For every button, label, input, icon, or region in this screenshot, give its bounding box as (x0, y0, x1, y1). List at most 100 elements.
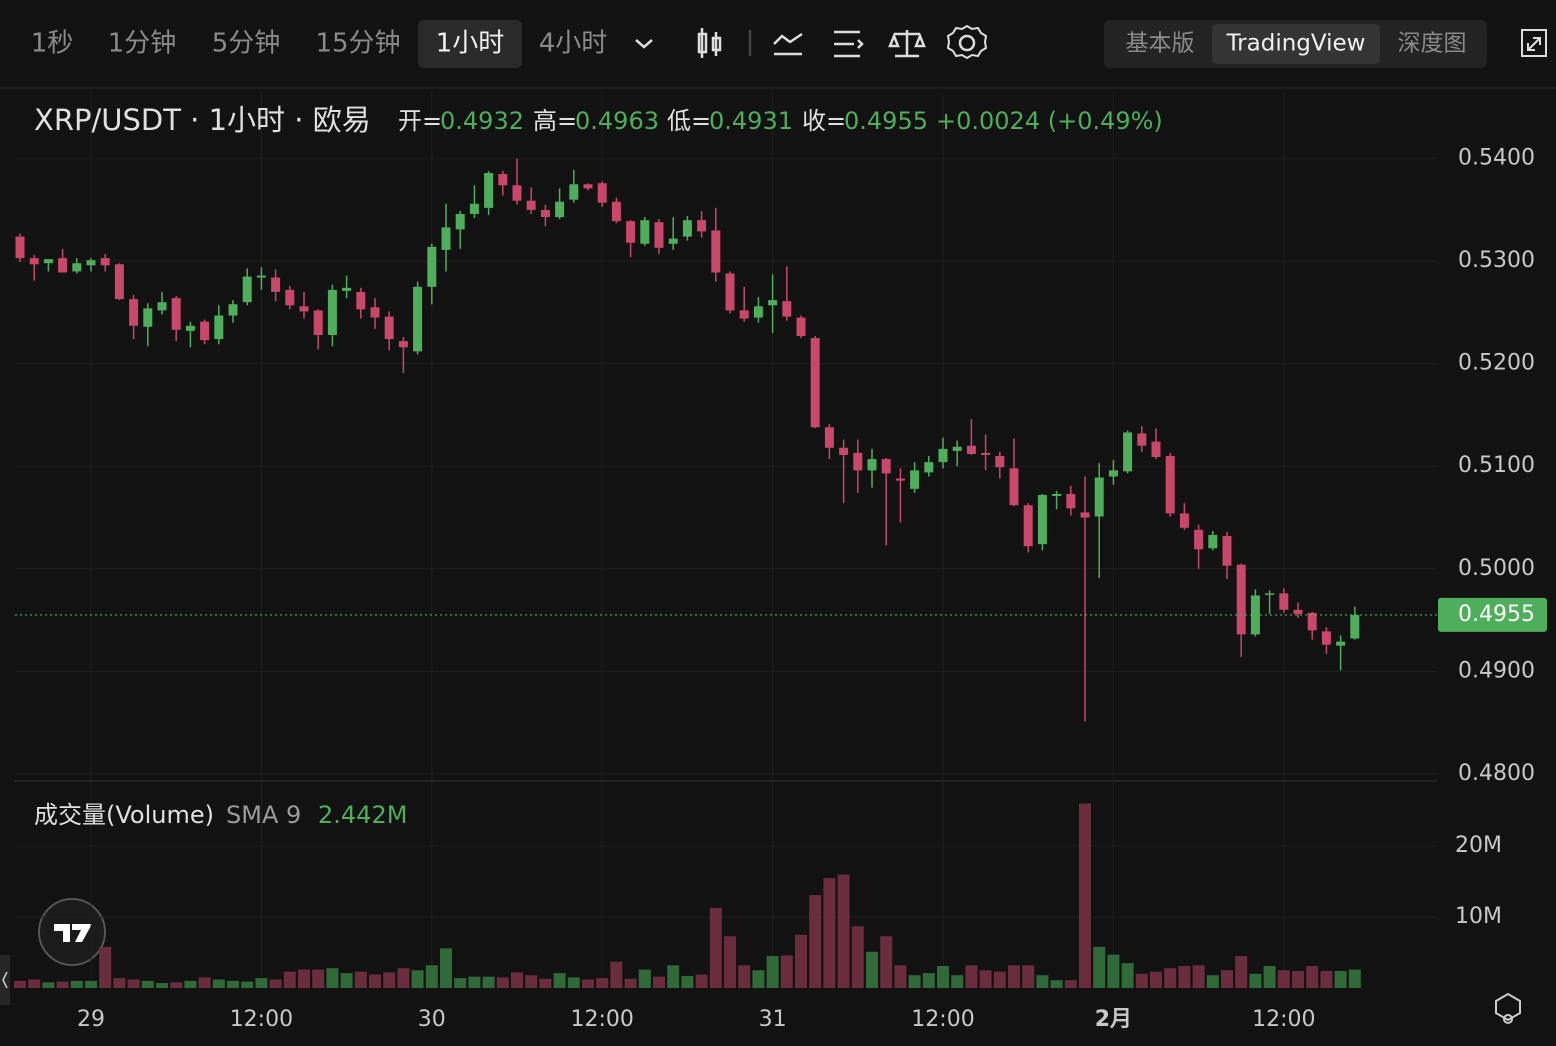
candle-body (938, 448, 948, 463)
x-tick-label: 30 (418, 1007, 446, 1032)
interval-button[interactable]: 4小时 (539, 29, 608, 59)
volume-bar (638, 969, 651, 988)
volume-indicator-value: 2.442M (318, 801, 407, 829)
volume-bar (56, 981, 69, 988)
candle-body (810, 338, 820, 428)
volume-bar (14, 980, 26, 988)
volume-bar (1221, 970, 1233, 988)
candle-body (697, 220, 707, 232)
volume-bar (425, 965, 438, 988)
volume-bar (141, 980, 154, 988)
volume-bar (695, 974, 708, 988)
view-button[interactable]: TradingView (1226, 31, 1366, 57)
y-tick-label: 0.5100 (1458, 453, 1535, 478)
candle-body (384, 316, 394, 340)
volume-bar (255, 978, 268, 988)
candle-body (398, 341, 408, 348)
candle-body (768, 300, 778, 306)
candle-body (242, 276, 252, 303)
compare-icon[interactable] (888, 30, 926, 58)
candle-body (256, 275, 266, 278)
candle-body (867, 459, 877, 471)
volume-bar (894, 965, 907, 988)
volume-bar (269, 979, 282, 988)
volume-bar (326, 968, 339, 988)
interval-button[interactable]: 1分钟 (108, 29, 177, 59)
ohlc-legend: 0.4932 (440, 107, 524, 135)
candle-body (796, 317, 806, 337)
candle-body (1222, 535, 1232, 566)
interval-dropdown[interactable] (635, 39, 653, 49)
volume-bar (937, 966, 949, 988)
scale-settings[interactable] (1495, 992, 1521, 1024)
candle-body (725, 273, 735, 311)
candle-body (739, 310, 749, 319)
candle-body (1151, 441, 1161, 458)
candle-body (143, 308, 153, 327)
view-active-bg (1212, 24, 1380, 64)
x-tick-label: 2月 (1095, 1007, 1132, 1032)
interval-button[interactable]: 1小时 (436, 29, 505, 59)
interval-button[interactable]: 5分钟 (212, 29, 281, 59)
volume-bar (667, 965, 680, 988)
y-tick-label: 0.5400 (1458, 146, 1535, 171)
ohlc-legend: 0.4955 (844, 107, 928, 135)
candle-body (86, 260, 96, 266)
volume-bar (880, 936, 893, 988)
candle-body (540, 209, 550, 218)
volume-bar (1050, 980, 1063, 988)
ohlc-legend: 低= (667, 107, 711, 135)
candle-body (484, 173, 494, 208)
volume-bar (42, 982, 55, 988)
candle-body (1236, 564, 1246, 635)
candle-body (469, 203, 479, 215)
interval-button[interactable]: 1秒 (31, 29, 74, 59)
volume-bar (170, 982, 183, 988)
volume-bar (922, 973, 935, 988)
volume-bar (1348, 969, 1361, 988)
view-button[interactable]: 深度图 (1398, 31, 1467, 57)
volume-bar (1135, 973, 1148, 988)
volume-bar (653, 976, 665, 988)
volume-bar (496, 977, 509, 988)
candle-body (1279, 593, 1289, 610)
volume-bar (1164, 968, 1177, 988)
volume-bar (354, 971, 367, 988)
settings-icon[interactable] (958, 34, 976, 52)
volume-bar (1320, 970, 1333, 988)
tv-logo[interactable] (38, 898, 106, 966)
candle-body (981, 452, 991, 455)
settings-gear[interactable] (946, 24, 988, 60)
interval-button[interactable]: 15分钟 (315, 29, 400, 59)
indicator-icon[interactable] (773, 32, 803, 56)
volume-bar (1334, 970, 1347, 988)
side-tab-arrow (2, 971, 8, 989)
volume-bar (28, 979, 41, 988)
candle-body (1009, 468, 1019, 506)
candle-body (100, 258, 110, 266)
volume-bar (1008, 965, 1020, 988)
candle-body (327, 289, 337, 336)
candle-body (441, 227, 451, 250)
drawing-icon[interactable] (834, 30, 864, 58)
volume-bar (312, 969, 325, 988)
fullscreen-icon[interactable] (1521, 29, 1547, 57)
volume-bar (1079, 803, 1091, 988)
candle-body (157, 302, 167, 311)
volume-bar (1292, 970, 1304, 988)
interval-active-bg (418, 20, 522, 68)
view-button[interactable]: 基本版 (1126, 31, 1195, 57)
candle-body (952, 446, 962, 451)
side-tab[interactable] (0, 955, 10, 1005)
candle-type-icon[interactable] (697, 28, 722, 58)
chart-title: XRP/USDT · 1小时 · 欧易 (34, 103, 371, 137)
candle-body (824, 427, 834, 448)
candle-body (611, 201, 621, 222)
candle-body (72, 263, 82, 272)
volume-bar (99, 946, 112, 988)
x-tick-label: 12:00 (570, 1007, 633, 1032)
volume-title: 成交量(Volume) (34, 801, 214, 829)
volume-bar (610, 961, 623, 988)
